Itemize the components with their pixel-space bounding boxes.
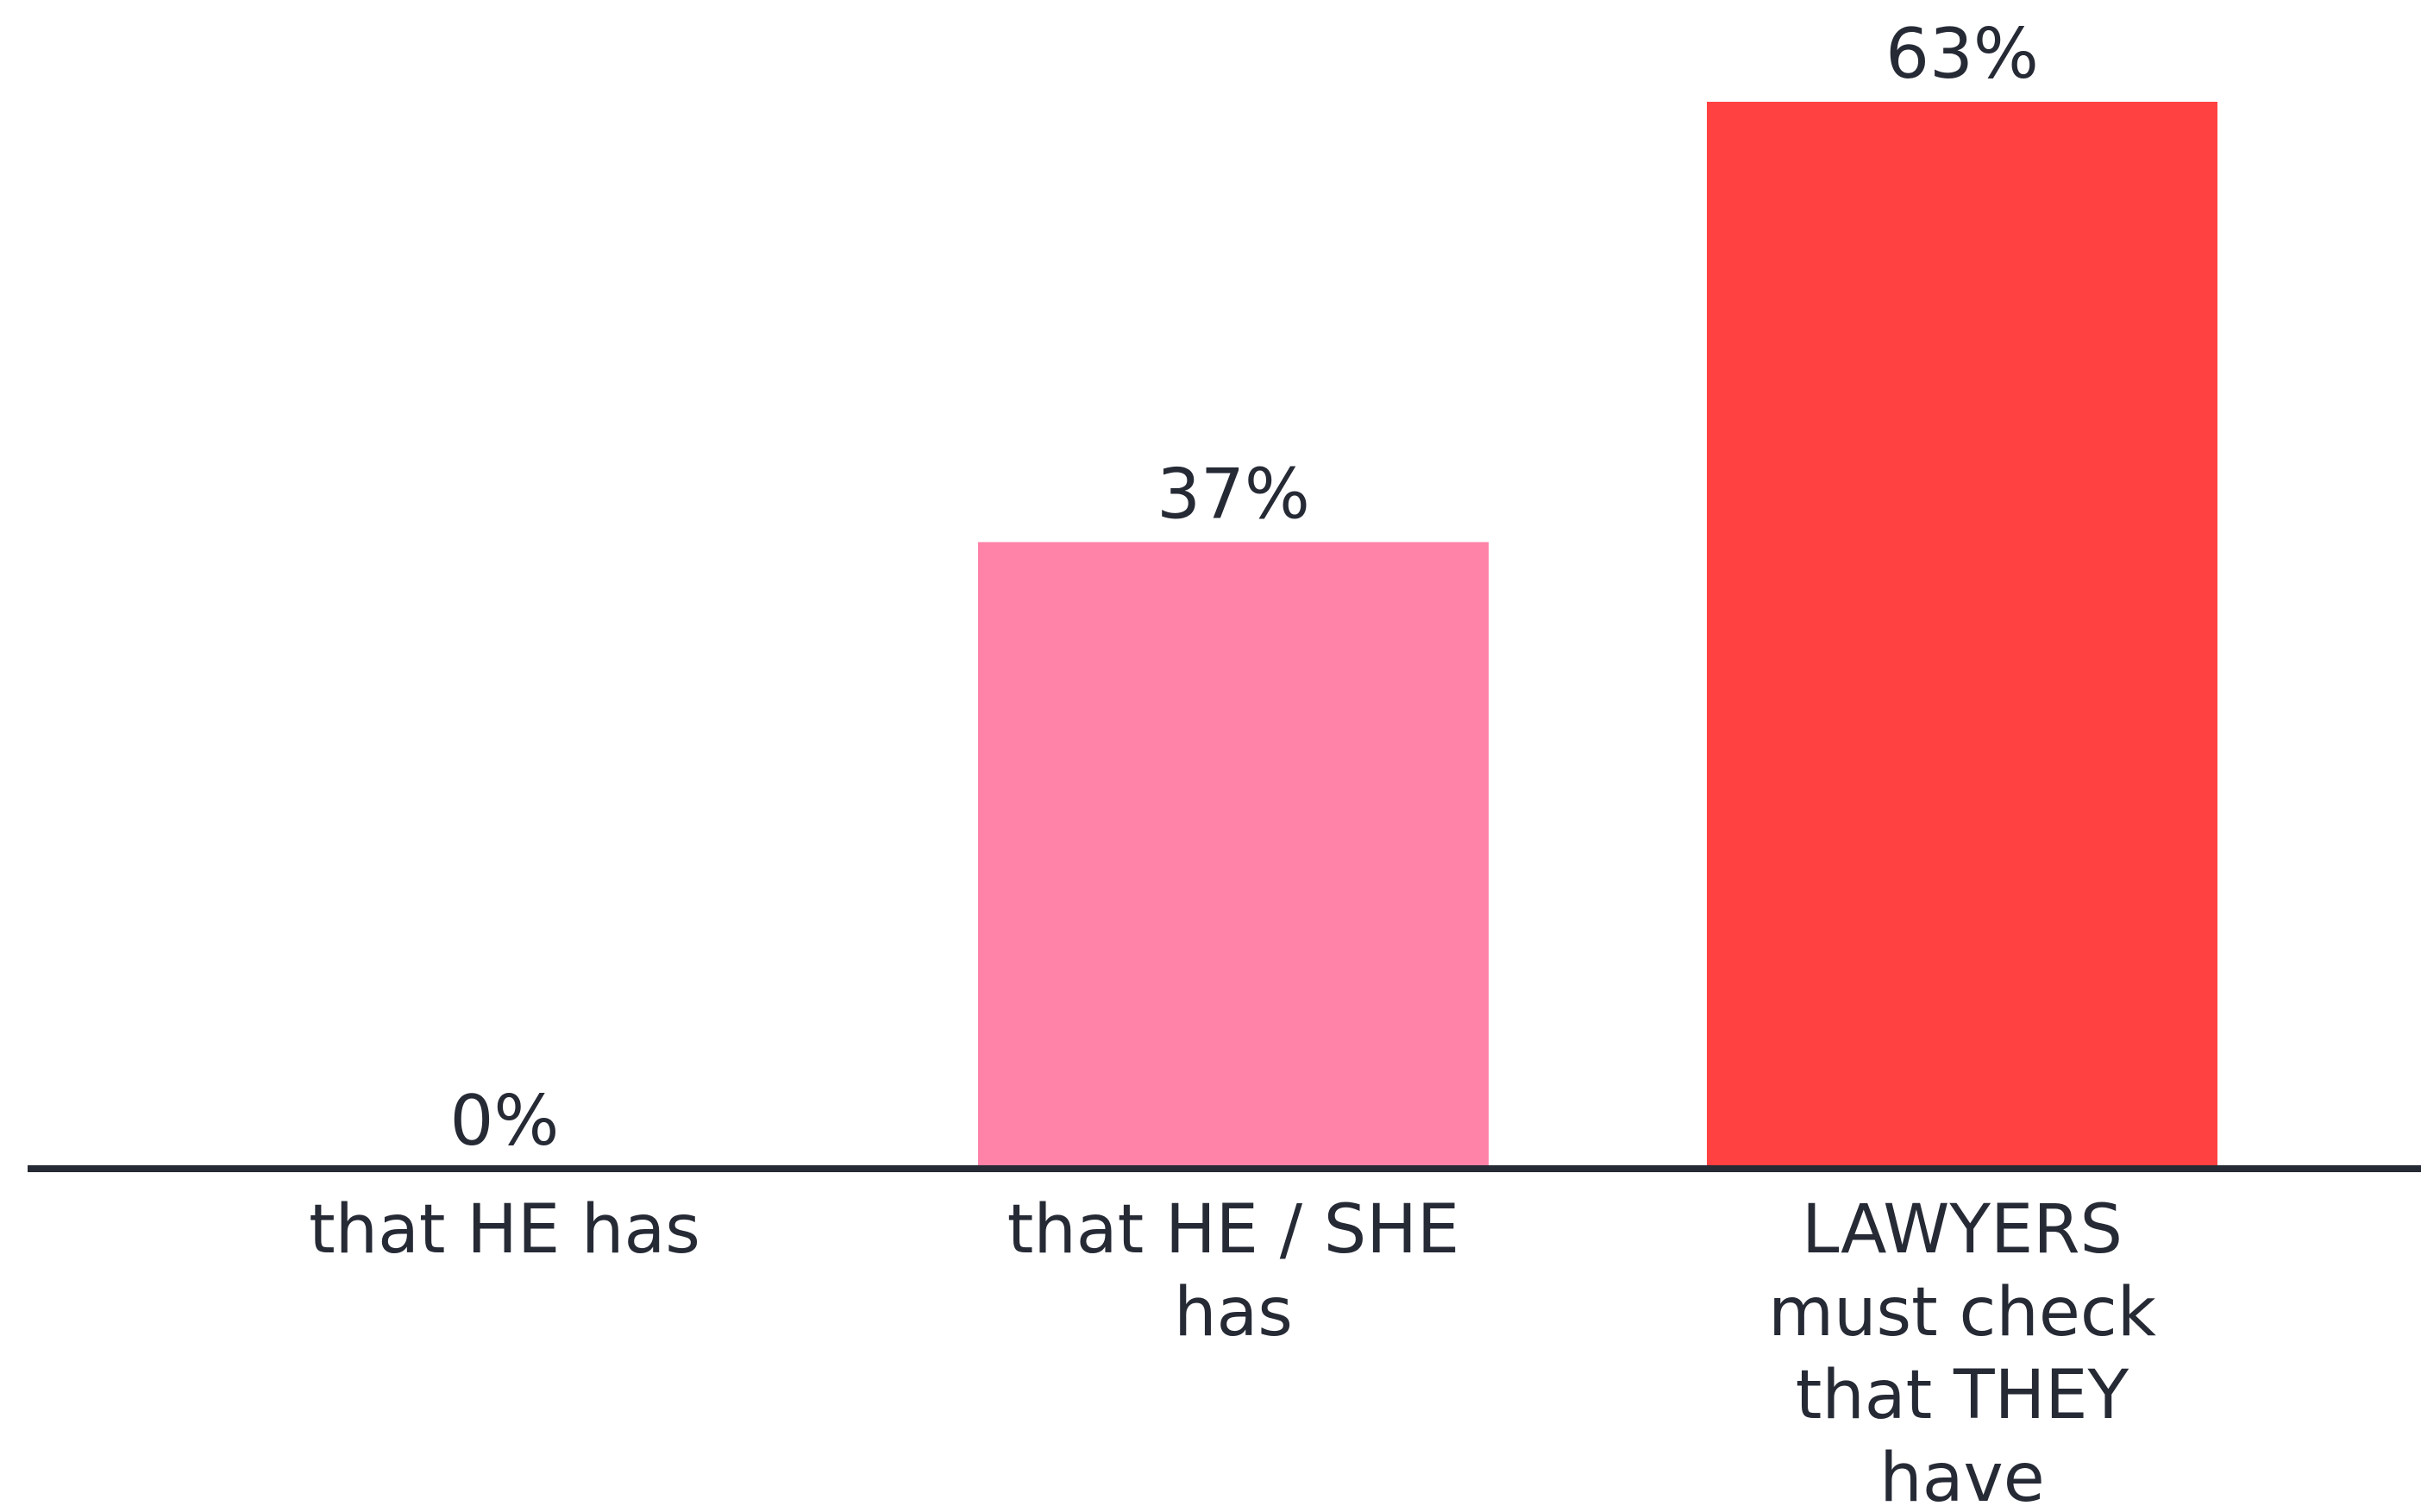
category-label-1: that HE / SHE has <box>1007 1191 1459 1352</box>
bar-2 <box>1707 102 2217 1169</box>
category-label-1-line-1: has <box>1174 1274 1293 1352</box>
category-label-0: that HE has <box>309 1191 700 1269</box>
value-label-0: 0% <box>450 1081 560 1161</box>
bar-1 <box>978 542 1489 1169</box>
category-label-2-line-0: LAWYERS <box>1802 1191 2123 1269</box>
value-label-1: 37% <box>1157 455 1310 535</box>
category-label-2-line-3: have <box>1879 1440 2044 1512</box>
category-label-2-line-2: that THEY <box>1796 1357 2129 1434</box>
tick-labels-group: that HE has that HE / SHE has LAWYERS must c… <box>309 1191 2156 1512</box>
category-label-2: LAWYERS must check that THEY have <box>1768 1191 2156 1512</box>
bars-group <box>978 102 2217 1169</box>
category-label-0-line-0: that HE has <box>309 1191 700 1269</box>
category-label-2-line-1: must check <box>1768 1274 2156 1352</box>
value-label-2: 63% <box>1885 14 2039 94</box>
value-labels-group: 0% 37% 63% <box>450 14 2039 1161</box>
category-label-1-line-0: that HE / SHE <box>1007 1191 1459 1269</box>
